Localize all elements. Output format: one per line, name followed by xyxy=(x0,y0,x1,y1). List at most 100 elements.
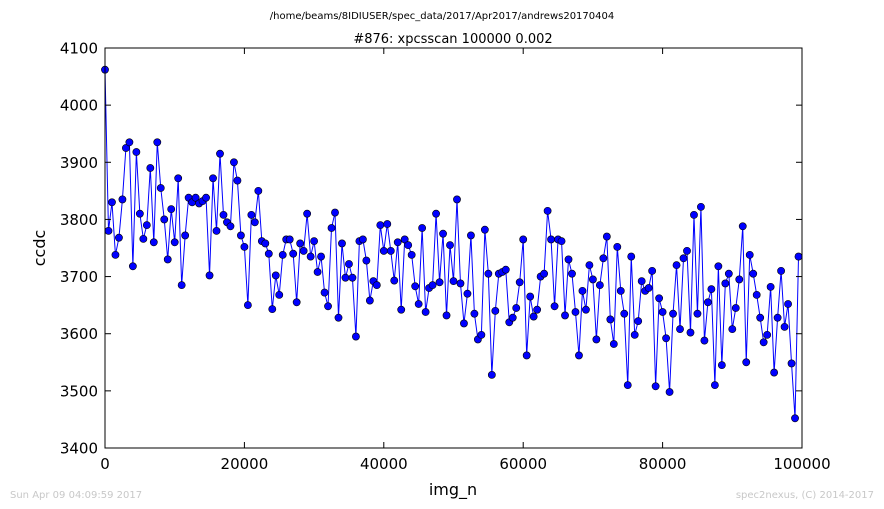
data-point xyxy=(613,242,622,251)
data-point xyxy=(700,336,709,345)
data-point xyxy=(230,158,238,167)
data-point xyxy=(365,296,374,305)
data-point xyxy=(358,235,367,244)
data-point xyxy=(202,193,210,202)
y-tick-label: 3500 xyxy=(60,382,98,400)
data-point xyxy=(125,138,134,147)
data-point xyxy=(442,311,451,320)
data-point xyxy=(306,252,315,261)
data-point xyxy=(714,262,723,271)
data-point xyxy=(683,246,691,255)
data-point xyxy=(411,282,420,291)
data-point xyxy=(254,186,263,195)
data-point xyxy=(578,286,587,295)
data-point xyxy=(519,235,528,244)
y-tick-label: 3700 xyxy=(60,268,98,286)
data-point xyxy=(352,332,360,341)
data-point xyxy=(595,281,604,290)
data-point xyxy=(655,294,664,303)
data-point xyxy=(787,359,796,368)
data-point xyxy=(540,269,549,278)
series-layer xyxy=(101,65,803,423)
data-point xyxy=(317,252,325,261)
data-point xyxy=(749,269,758,278)
data-point xyxy=(379,246,388,255)
data-point xyxy=(139,234,148,243)
data-point xyxy=(177,281,186,290)
data-point xyxy=(676,325,684,334)
data-point xyxy=(264,249,273,258)
data-point xyxy=(710,381,719,390)
data-point xyxy=(526,292,535,301)
data-point xyxy=(568,269,576,278)
x-tick-label: 20000 xyxy=(221,455,269,473)
data-point xyxy=(592,335,601,344)
data-point xyxy=(414,300,423,308)
data-point xyxy=(651,382,660,391)
data-point xyxy=(153,138,162,147)
data-point xyxy=(686,328,695,337)
data-point xyxy=(707,285,716,294)
data-point xyxy=(575,351,583,360)
data-point xyxy=(777,266,785,275)
data-point xyxy=(463,289,472,298)
data-point xyxy=(704,298,712,307)
data-point xyxy=(331,208,339,217)
data-point xyxy=(439,229,447,238)
data-point xyxy=(456,279,465,288)
data-point xyxy=(606,315,615,324)
data-point xyxy=(449,277,458,286)
data-point xyxy=(345,260,353,268)
data-point xyxy=(665,388,674,396)
credit-footer: spec2nexus, (C) 2014-2017 xyxy=(735,490,874,501)
data-point xyxy=(167,205,176,214)
data-point xyxy=(418,224,427,232)
data-point xyxy=(616,286,625,295)
data-point xyxy=(794,252,803,261)
data-point xyxy=(163,255,172,264)
axes-layer: 0 20000 40000 60000 80000 100000 3400 3500 3600 3… xyxy=(60,40,831,474)
data-point xyxy=(721,279,730,288)
data-point xyxy=(585,261,594,270)
data-point xyxy=(543,206,552,215)
data-point xyxy=(271,271,280,280)
data-point xyxy=(292,298,301,307)
data-point xyxy=(205,271,214,280)
data-point xyxy=(226,222,235,231)
data-point xyxy=(334,313,343,322)
data-point xyxy=(296,239,305,248)
data-point xyxy=(275,290,284,299)
data-point xyxy=(589,275,597,284)
data-point xyxy=(484,269,493,278)
data-point xyxy=(533,305,542,314)
x-tick-label: 40000 xyxy=(360,455,408,473)
data-point xyxy=(480,225,489,234)
data-point xyxy=(327,224,336,232)
data-point xyxy=(160,215,169,224)
data-point xyxy=(784,300,792,308)
data-point xyxy=(386,246,395,255)
data-point xyxy=(571,308,580,316)
data-point xyxy=(602,232,611,241)
data-point xyxy=(501,265,510,274)
timestamp-footer: Sun Apr 09 04:09:59 2017 xyxy=(10,490,143,501)
data-point xyxy=(313,268,322,276)
data-point xyxy=(487,370,496,379)
y-tick-label: 3600 xyxy=(60,325,98,343)
data-point xyxy=(773,313,782,322)
data-point xyxy=(460,319,468,328)
data-point xyxy=(289,249,298,258)
data-point xyxy=(515,278,524,287)
data-point xyxy=(561,311,569,320)
series-line xyxy=(104,69,800,419)
data-point xyxy=(122,144,130,152)
data-point xyxy=(453,195,461,204)
x-tick-label: 60000 xyxy=(499,455,547,473)
data-point xyxy=(564,255,573,264)
data-point xyxy=(648,266,657,275)
y-tick-label: 3800 xyxy=(60,211,98,229)
data-point xyxy=(630,330,639,339)
data-point xyxy=(170,238,179,247)
data-point xyxy=(299,246,308,255)
data-point xyxy=(634,317,643,326)
